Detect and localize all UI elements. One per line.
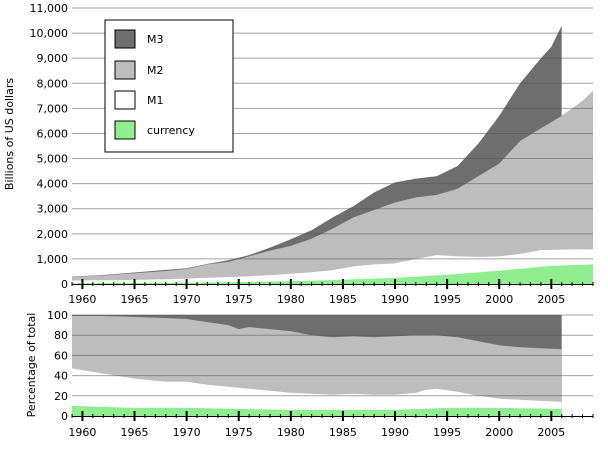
top-chart-area-m2 [72,90,593,284]
top-chart-x-tick-label: 1975 [225,293,253,306]
top-chart-y-tick-label: 3,000 [37,203,69,216]
legend: M3 M2 M1 currency [104,19,234,153]
bottom-chart-area-m1 [72,368,562,416]
bottom-chart-x-tick-label: 1965 [121,426,149,439]
top-chart-x-tick-label: 2000 [485,293,513,306]
top-chart-x-tick-label: 1995 [433,293,461,306]
bottom-chart-x-tick-label: 1995 [433,426,461,439]
bottom-chart-x-tick-label: 2000 [485,426,513,439]
top-chart-x-tick-label: 1970 [173,293,201,306]
bottom-chart-x-tick-label: 1970 [173,426,201,439]
top-chart-x-ticks: 1960 1965 1970 1975 1980 1985 1990 1995 2000 2005 [68,279,594,306]
legend-label-m3: M3 [147,33,164,46]
top-chart-areas [72,25,593,284]
legend-swatch-m3 [114,29,136,49]
legend-swatch-currency [114,120,136,140]
bottom-chart-x-tick-label: 1990 [381,426,409,439]
top-chart-y-tick-label: 11,000 [30,2,69,15]
top-chart-x-tick-label: 1960 [68,293,96,306]
bottom-chart-grid [72,314,593,397]
top-chart-area-currency [72,264,593,284]
bottom-chart-y-tick-label: 60 [54,349,68,362]
top-chart-y-ticks: 0 1,000 2,000 3,000 4,000 5,000 6,000 7,000 8,00… [30,2,69,291]
legend-swatch-m1 [114,90,136,110]
bottom-chart-x-tick-label: 1960 [68,426,96,439]
bottom-chart-y-tick-label: 100 [47,309,68,322]
bottom-chart-x-tick-label: 2005 [537,426,565,439]
bottom-chart-y-tick-label: 20 [54,390,68,403]
top-chart-y-tick-label: 8,000 [37,77,69,90]
bottom-chart: 0 20 40 60 80 100 1960 1965 1970 1975 1980 1985 199… [25,309,594,439]
bottom-chart-x-tick-label: 1980 [277,426,305,439]
legend-label-m2: M2 [147,64,164,77]
top-chart-x-tick-label: 1980 [277,293,305,306]
bottom-chart-y-ticks: 0 20 40 60 80 100 [47,309,68,423]
top-chart-y-tick-label: 6,000 [37,127,69,140]
top-chart-y-tick-label: 5,000 [37,153,69,166]
bottom-chart-x-tick-label: 1985 [329,426,357,439]
top-chart: 0 1,000 2,000 3,000 4,000 5,000 6,000 7,000 8,00… [3,2,594,306]
bottom-chart-y-axis-title: Percentage of total [25,313,38,418]
bottom-chart-y-tick-label: 40 [54,370,68,383]
top-chart-y-axis-title: Billions of US dollars [3,78,16,190]
top-chart-y-tick-label: 10,000 [30,27,69,40]
top-chart-x-tick-label: 1990 [381,293,409,306]
legend-label-currency: currency [147,124,195,137]
legend-entry-m3: M3 [114,29,164,49]
top-chart-y-tick-label: 0 [61,278,68,291]
bottom-chart-x-tick-label: 1975 [225,426,253,439]
top-chart-x-tick-label: 1965 [121,293,149,306]
legend-entry-currency: currency [114,120,195,140]
legend-swatch-m2 [114,60,136,80]
top-chart-y-tick-label: 9,000 [37,52,69,65]
top-chart-y-tick-label: 2,000 [37,228,69,241]
top-chart-x-tick-label: 2005 [537,293,565,306]
bottom-chart-areas [72,315,562,416]
legend-entry-m2: M2 [114,60,164,80]
top-chart-y-tick-label: 7,000 [37,102,69,115]
legend-entry-m1: M1 [114,90,164,110]
top-chart-y-tick-label: 4,000 [37,178,69,191]
top-chart-y-tick-label: 1,000 [37,253,69,266]
legend-label-m1: M1 [147,94,164,107]
top-chart-x-tick-label: 1985 [329,293,357,306]
bottom-chart-x-ticks: 1960 1965 1970 1975 1980 1985 1990 1995 2000 2005 [68,411,594,439]
bottom-chart-area-currency [72,405,562,416]
bottom-chart-y-tick-label: 80 [54,329,68,342]
bottom-chart-y-tick-label: 0 [61,410,68,423]
